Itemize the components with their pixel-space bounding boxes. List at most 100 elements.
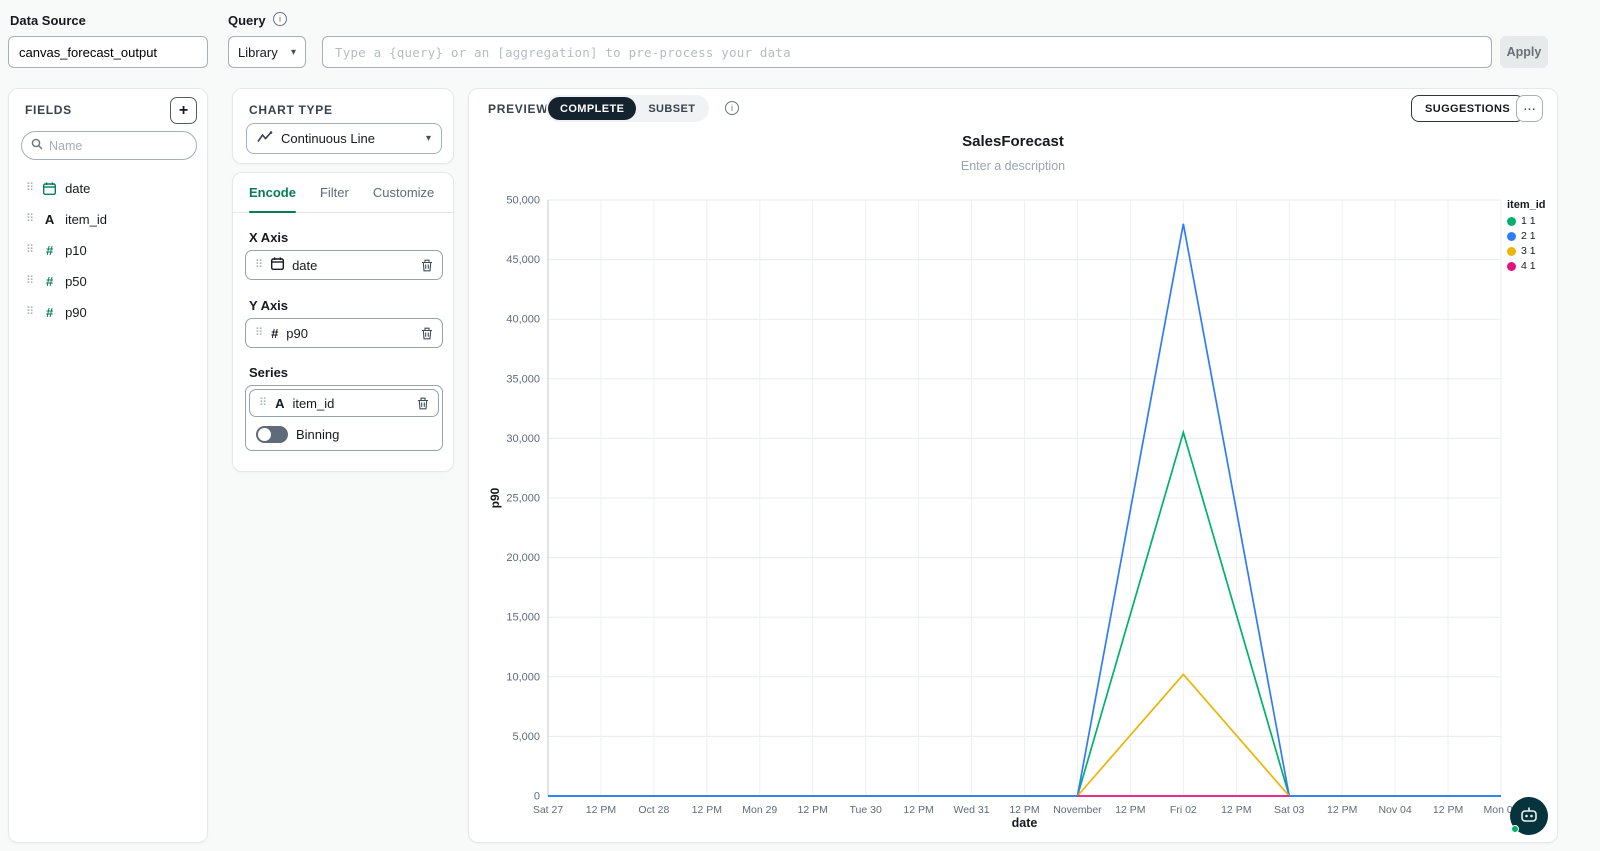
legend-label: 2 1 [1521, 230, 1536, 242]
legend-item[interactable]: 2 1 [1507, 230, 1546, 242]
remove-y-axis-button[interactable] [421, 327, 433, 340]
query-input[interactable] [322, 36, 1492, 68]
x-tick-label: Mon 05 [1483, 804, 1518, 816]
x-tick-label: 12 PM [1115, 804, 1145, 816]
number-type-icon: # [271, 325, 279, 341]
preview-info-icon[interactable]: i [725, 101, 739, 115]
chart-type-dropdown[interactable]: Continuous Line ▾ [246, 123, 442, 154]
data-source-label: Data Source [10, 13, 86, 28]
number-type-icon: # [45, 273, 54, 289]
x-axis-label: X Axis [249, 230, 289, 245]
series-field-chip[interactable]: ⠿ A item_id [249, 389, 439, 417]
encode-tabs: Encode Filter Customize [233, 173, 453, 213]
chart-type-value: Continuous Line [281, 131, 375, 146]
add-field-button[interactable]: + [170, 97, 197, 124]
mode-subset-button[interactable]: SUBSET [636, 97, 707, 120]
y-axis-field-name: p90 [286, 325, 308, 341]
assistant-button[interactable] [1510, 797, 1548, 835]
y-axis-field-chip[interactable]: ⠿ # p90 [245, 318, 443, 348]
legend-label: 1 1 [1521, 215, 1536, 227]
tab-customize[interactable]: Customize [372, 185, 435, 200]
plus-icon: + [178, 101, 189, 119]
calendar-icon [271, 257, 285, 273]
y-axis-title: p90 [488, 487, 502, 508]
mode-complete-button[interactable]: COMPLETE [548, 97, 637, 120]
field-row[interactable]: ⠿ date [9, 173, 207, 203]
chart-preview-panel: PREVIEW COMPLETE SUBSET i SUGGESTIONS ..… [468, 88, 1558, 843]
chart-legend: item_id 1 1 2 1 3 1 4 1 [1507, 199, 1546, 275]
field-row[interactable]: ⠿ # p90 [9, 297, 207, 327]
suggestions-button[interactable]: SUGGESTIONS [1411, 95, 1525, 122]
fields-panel: FIELDS + ⠿ date ⠿ A item_id ⠿ # p10 ⠿ # … [8, 88, 208, 843]
x-tick-label: Wed 31 [954, 804, 990, 816]
robot-chat-icon [1519, 806, 1539, 827]
field-name: p90 [65, 304, 87, 320]
legend-item[interactable]: 4 1 [1507, 260, 1546, 272]
legend-label: 4 1 [1521, 260, 1536, 272]
field-name: date [65, 180, 91, 196]
binning-row: Binning [256, 426, 339, 443]
series-line-3-1 [1076, 673, 1290, 797]
y-tick-label: 35,000 [506, 373, 540, 385]
field-search [21, 131, 197, 160]
field-name: p50 [65, 273, 87, 289]
x-tick-label: Nov 04 [1378, 804, 1411, 816]
field-row[interactable]: ⠿ # p50 [9, 266, 207, 296]
field-name: p10 [65, 242, 87, 258]
series-label: Series [249, 365, 289, 380]
trash-icon [422, 259, 432, 271]
legend-items: 1 1 2 1 3 1 4 1 [1507, 215, 1546, 272]
drag-handle-icon: ⠿ [26, 181, 35, 194]
y-tick-label: 40,000 [506, 314, 540, 326]
status-dot [1511, 825, 1519, 833]
remove-x-axis-button[interactable] [421, 259, 433, 272]
tab-encode[interactable]: Encode [249, 173, 296, 213]
more-options-button[interactable]: ... [1516, 95, 1543, 122]
legend-swatch [1507, 216, 1516, 226]
preview-label: PREVIEW [488, 102, 549, 116]
query-label: Query [228, 13, 266, 28]
chart-description-placeholder[interactable]: Enter a description [960, 159, 1066, 173]
drag-handle-icon: ⠿ [255, 326, 264, 339]
drag-handle-icon: ⠿ [255, 258, 264, 271]
legend-swatch [1507, 261, 1516, 271]
x-tick-label: Sat 27 [533, 804, 564, 816]
field-row[interactable]: ⠿ A item_id [9, 204, 207, 234]
y-tick-label: 45,000 [506, 254, 540, 266]
legend-label: 3 1 [1521, 245, 1536, 257]
legend-item[interactable]: 1 1 [1507, 215, 1546, 227]
legend-title: item_id [1507, 199, 1546, 211]
y-tick-label: 10,000 [506, 671, 540, 683]
x-tick-label: Fri 02 [1170, 804, 1197, 816]
apply-button[interactable]: Apply [1500, 36, 1548, 68]
trash-icon [422, 327, 432, 339]
series-field-name: item_id [292, 395, 335, 411]
y-tick-label: 30,000 [506, 433, 540, 445]
field-row[interactable]: ⠿ # p10 [9, 235, 207, 265]
legend-item[interactable]: 3 1 [1507, 245, 1546, 257]
binning-toggle[interactable] [256, 426, 288, 443]
series-line-2-1 [548, 223, 1501, 797]
y-tick-label: 0 [534, 791, 540, 803]
text-type-icon: A [275, 395, 285, 411]
fields-panel-title: FIELDS [25, 103, 72, 117]
x-tick-label: 12 PM [586, 804, 616, 816]
remove-series-button[interactable] [417, 397, 429, 410]
x-tick-label: November [1053, 804, 1102, 816]
field-name: item_id [65, 211, 107, 227]
y-tick-label: 20,000 [506, 552, 540, 564]
x-axis-field-chip[interactable]: ⠿ date [245, 250, 443, 280]
data-source-input[interactable] [8, 36, 208, 68]
tab-filter[interactable]: Filter [319, 185, 349, 200]
library-dropdown[interactable]: Library ▾ [228, 36, 306, 68]
x-axis-title: date [1012, 816, 1038, 830]
calendar-icon [42, 181, 57, 195]
chevron-down-icon: ▾ [290, 46, 296, 58]
search-icon [31, 137, 43, 155]
query-info-icon[interactable]: i [273, 12, 287, 26]
library-dropdown-value: Library [238, 44, 278, 60]
drag-handle-icon: ⠿ [26, 212, 35, 225]
field-search-input[interactable] [49, 138, 187, 153]
chart-title[interactable]: SalesForecast [962, 133, 1064, 150]
x-tick-label: Tue 30 [850, 804, 882, 816]
